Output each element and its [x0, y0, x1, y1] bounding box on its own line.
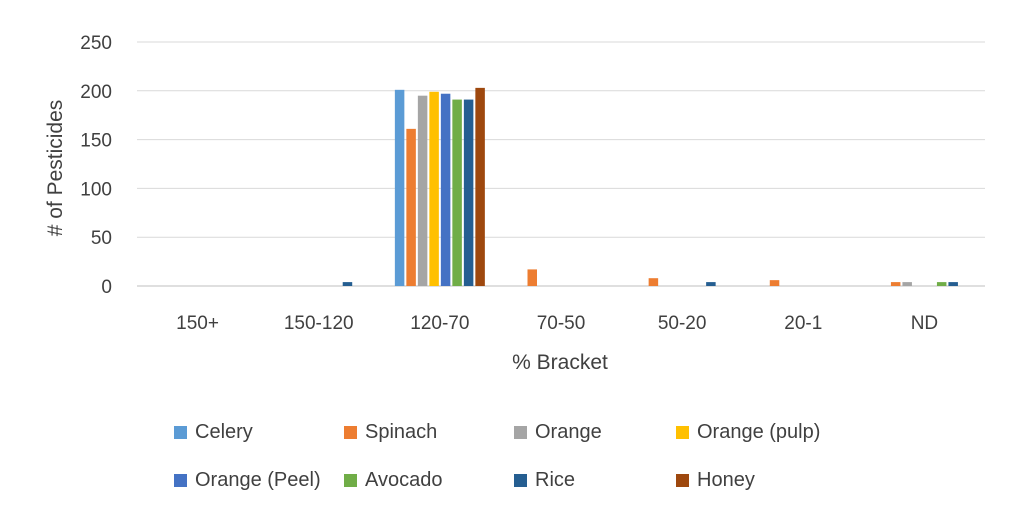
legend-item: Orange (Peel) — [174, 466, 321, 494]
legend-item: Spinach — [344, 418, 437, 446]
legend-item: Orange (pulp) — [676, 418, 820, 446]
bar — [440, 93, 451, 286]
bar — [902, 282, 912, 286]
legend-label: Orange (Peel) — [195, 468, 321, 491]
chart-plot: 0 50 100 150 200 250 150+ 150-120 120-70 70-50 50… — [44, 33, 985, 374]
x-axis-ticks: 150+ 150-120 120-70 70-50 50-20 20-1 ND — [176, 313, 938, 334]
x-tick-label: 150-120 — [284, 313, 354, 334]
bar — [342, 282, 353, 286]
x-tick-label: 70-50 — [537, 313, 586, 334]
x-axis-title: % Bracket — [512, 351, 608, 374]
bar — [648, 278, 659, 286]
y-tick-label: 250 — [80, 33, 112, 54]
bars — [342, 87, 958, 287]
legend-item: Celery — [174, 418, 253, 446]
legend-label: Honey — [697, 468, 755, 491]
legend-label: Orange — [535, 420, 602, 443]
x-tick-label: 50-20 — [658, 313, 707, 334]
legend-item: Rice — [514, 466, 575, 494]
legend-label: Rice — [535, 468, 576, 491]
bar — [948, 282, 958, 286]
bar — [417, 95, 428, 287]
bar — [706, 282, 716, 286]
bar — [890, 282, 901, 286]
bar — [394, 89, 405, 286]
legend-item: Avocado — [344, 466, 442, 494]
x-tick-label: 20-1 — [784, 313, 822, 334]
bar — [452, 99, 462, 286]
bar — [463, 99, 474, 286]
y-tick-label: 150 — [80, 131, 112, 152]
legend-swatch — [514, 425, 527, 439]
bar — [406, 128, 416, 286]
bar — [936, 282, 947, 286]
legend-label: Avocado — [365, 468, 443, 491]
y-axis-ticks: 0 50 100 150 200 250 — [80, 33, 112, 298]
gridlines — [137, 41, 985, 287]
legend-label: Orange (pulp) — [697, 420, 821, 443]
legend-swatch — [174, 473, 187, 487]
y-tick-label: 0 — [101, 277, 112, 298]
bar — [475, 87, 485, 287]
y-tick-label: 100 — [80, 179, 112, 200]
x-tick-label: ND — [911, 313, 938, 334]
bar — [527, 269, 537, 286]
legend-label: Spinach — [365, 420, 438, 443]
y-tick-label: 200 — [80, 82, 112, 103]
legend-swatch — [344, 473, 357, 487]
legend-item: Orange — [514, 418, 602, 446]
bar — [769, 280, 780, 286]
x-tick-label: 150+ — [176, 313, 219, 334]
legend-swatch — [676, 473, 689, 487]
y-tick-label: 50 — [91, 228, 112, 249]
y-axis-title: # of Pesticides — [44, 100, 67, 237]
legend-item: Honey — [676, 466, 755, 494]
bar — [429, 91, 439, 286]
legend-swatch — [344, 425, 357, 439]
legend-swatch — [676, 425, 689, 439]
x-tick-label: 120-70 — [410, 313, 469, 334]
legend-swatch — [514, 473, 527, 487]
legend-label: Celery — [195, 420, 253, 443]
legend-swatch — [174, 425, 187, 439]
